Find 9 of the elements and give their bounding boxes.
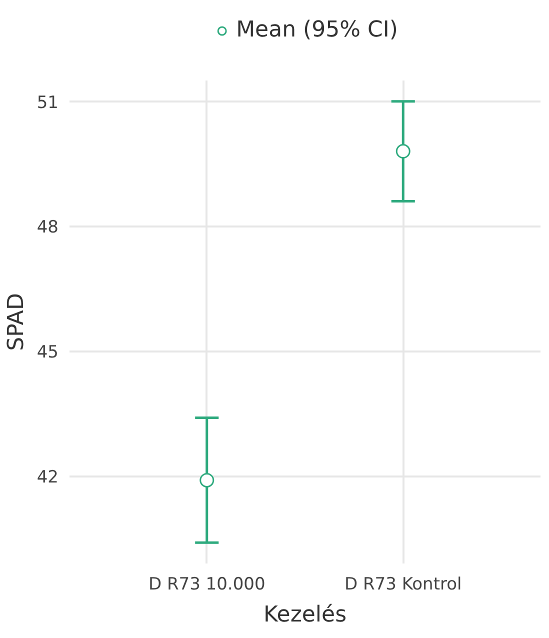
x-tick-label: D R73 10.000 [148, 574, 266, 594]
x-tick-label: D R73 Kontrol [344, 574, 462, 594]
x-axis-title: Kezelés [263, 602, 347, 628]
y-tick-label: 48 [36, 218, 59, 238]
legend-label: Mean (95% CI) [236, 18, 398, 42]
y-tick-label: 45 [36, 342, 59, 363]
y-tick-label: 42 [36, 468, 59, 488]
y-tick-label: 51 [36, 92, 59, 113]
y-axis-title: SPAD [4, 293, 29, 351]
